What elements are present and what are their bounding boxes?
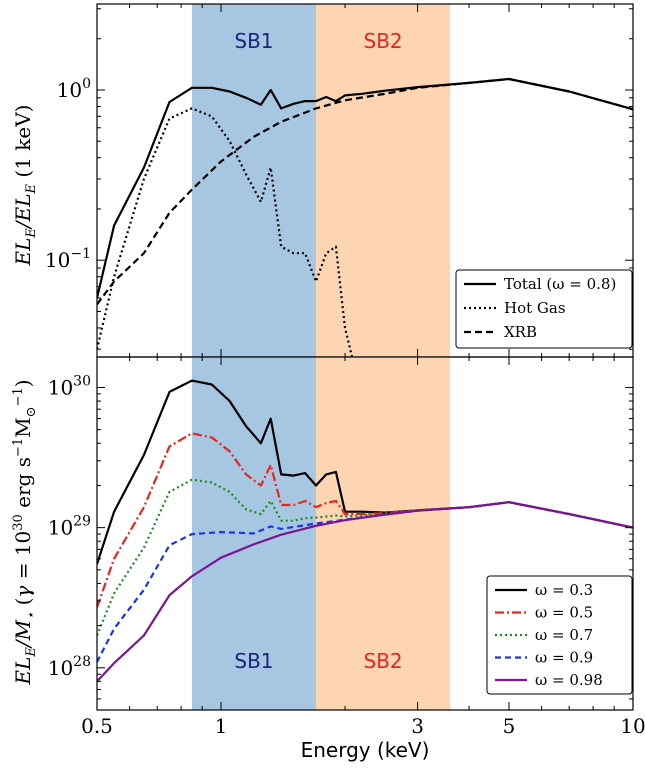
legend-entry: ω = 0.7	[535, 626, 593, 644]
legend: ω = 0.3 ω = 0.5 ω = 0.7 ω = 0.9 ω = 0.98	[486, 575, 633, 695]
legend-box	[486, 575, 633, 695]
axis-labels: ELE/ELE (1 keV) ELE/M⋆ (γ = 1030 erg s−1…	[11, 105, 429, 762]
band-sb2	[315, 4, 451, 357]
x-tick-label: 0.5	[81, 714, 113, 738]
x-tick-label: 1	[215, 714, 228, 738]
legend-entry: Hot Gas	[504, 299, 566, 317]
legend-entry: XRB	[504, 323, 537, 341]
top-panel: SB1 SB2 10−1 100 Total (ω = 0.8) Hot Gas XRB	[45, 3, 634, 358]
legend-entry: ω = 0.9	[535, 649, 593, 667]
band-sb1	[191, 4, 316, 357]
y-tick-label: 1028	[48, 654, 91, 680]
series-line-2	[97, 77, 633, 306]
y-tick-label: 1030	[48, 373, 91, 399]
plot-frame	[96, 356, 634, 711]
x-axis-label: Energy (keV)	[301, 738, 430, 762]
bottom-panel: SB1 SB2 1028 1029 1030 0.5 1 3 5 10 ω = 0.3 ω = 0.5…	[48, 356, 645, 738]
series-line-1	[97, 107, 354, 357]
band-label-sb2: SB2	[364, 29, 403, 53]
y-tick-label: 100	[57, 76, 91, 102]
band-sb2	[315, 357, 451, 710]
bottom-y-axis-label: ELE/M⋆ (γ = 1030 erg s−1M⊙−1)	[11, 379, 39, 685]
legend-entry: ω = 0.98	[535, 671, 603, 689]
legend-entry: ω = 0.3	[535, 581, 593, 599]
band-label-sb1: SB1	[234, 29, 273, 53]
legend-entry: Total (ω = 0.8)	[504, 275, 616, 293]
top-y-axis-label: ELE/ELE (1 keV)	[11, 105, 39, 267]
x-tick-label: 5	[503, 714, 516, 738]
y-tick-label: 10−1	[45, 246, 91, 272]
band-label-sb1: SB1	[234, 649, 273, 673]
x-tick-label: 3	[411, 714, 424, 738]
band-label-sb2: SB2	[364, 649, 403, 673]
x-tick-label: 10	[620, 714, 645, 738]
legend-box	[455, 269, 633, 349]
legend: Total (ω = 0.8) Hot Gas XRB	[455, 269, 633, 349]
legend-entry: ω = 0.5	[535, 604, 593, 622]
series-line-3	[97, 501, 633, 663]
y-tick-label: 1029	[48, 514, 91, 540]
series-line-4	[97, 501, 633, 683]
